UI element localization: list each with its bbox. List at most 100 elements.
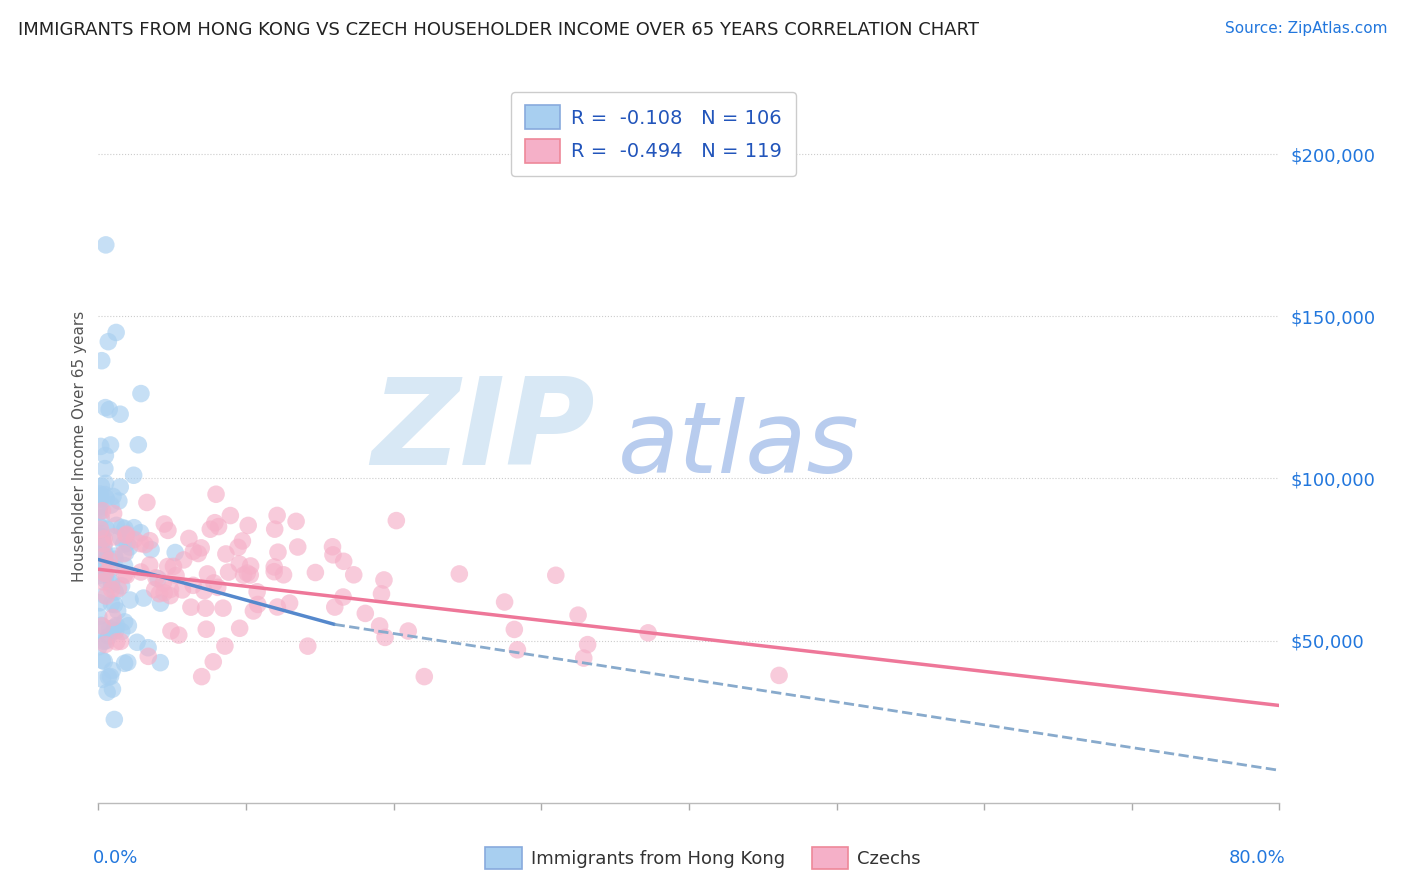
Point [100, 669, 122, 683]
Point [177, 532, 200, 546]
Point [112, 537, 135, 551]
Point [110, 480, 132, 494]
Point [96, 685, 118, 699]
Text: 0.0%: 0.0% [93, 849, 138, 867]
Point [97, 334, 120, 349]
Point [156, 524, 179, 538]
Point [107, 582, 129, 596]
Point [104, 624, 127, 638]
Point [90, 353, 112, 368]
Point [93, 567, 115, 582]
Point [89, 500, 111, 514]
Point [165, 568, 187, 582]
Point [87, 505, 110, 519]
Point [89, 555, 111, 569]
Point [94, 554, 117, 568]
Point [87, 609, 110, 624]
Point [87, 502, 110, 516]
Point [104, 552, 127, 566]
Point [100, 498, 122, 512]
Point [96, 522, 118, 536]
Point [100, 597, 122, 611]
Point [239, 558, 262, 573]
Point [94, 238, 117, 252]
Point [165, 545, 187, 559]
Point [205, 487, 228, 501]
Point [90, 479, 112, 493]
Point [449, 566, 471, 581]
Point [160, 624, 183, 638]
Point [96, 491, 118, 506]
Point [105, 618, 128, 632]
Point [91, 548, 114, 562]
Point [544, 568, 567, 582]
Point [637, 625, 659, 640]
Point [200, 522, 222, 536]
Point [91, 619, 114, 633]
Point [385, 514, 408, 528]
Point [90, 618, 112, 632]
Point [567, 608, 589, 623]
Point [332, 554, 354, 568]
Point [94, 566, 117, 581]
Point [263, 560, 285, 574]
Point [94, 488, 117, 502]
Point [180, 600, 202, 615]
Point [104, 585, 127, 599]
Point [278, 596, 301, 610]
Point [190, 670, 212, 684]
Point [152, 575, 174, 590]
Point [181, 578, 204, 592]
Point [93, 588, 115, 602]
Point [267, 545, 290, 559]
Point [246, 598, 269, 612]
Point [107, 604, 129, 618]
Point [112, 547, 135, 561]
Point [370, 587, 392, 601]
Point [101, 664, 124, 678]
Point [114, 615, 136, 629]
Point [287, 540, 309, 554]
Point [118, 540, 141, 554]
Point [96, 589, 118, 603]
Text: atlas: atlas [619, 398, 859, 494]
Point [129, 386, 152, 401]
Point [97, 629, 120, 643]
Point [125, 635, 148, 649]
Point [114, 558, 136, 573]
Point [215, 547, 238, 561]
Point [413, 670, 436, 684]
Point [231, 533, 253, 548]
Text: Source: ZipAtlas.com: Source: ZipAtlas.com [1225, 21, 1388, 37]
Point [87, 529, 110, 543]
Point [110, 531, 132, 545]
Point [374, 631, 396, 645]
Point [103, 713, 125, 727]
Point [368, 619, 391, 633]
Point [172, 582, 194, 597]
Point [181, 544, 204, 558]
Point [202, 576, 225, 591]
Point [90, 489, 112, 503]
Point [115, 568, 138, 582]
Point [94, 546, 117, 560]
Point [93, 559, 115, 574]
Point [226, 541, 249, 555]
Point [91, 673, 114, 687]
Point [153, 516, 176, 531]
Point [90, 522, 112, 536]
Point [89, 533, 111, 547]
Point [94, 461, 117, 475]
Point [93, 539, 115, 553]
Point [94, 638, 117, 652]
Point [115, 536, 138, 550]
Point [103, 507, 125, 521]
Point [149, 596, 172, 610]
Point [323, 600, 346, 615]
Legend: Immigrants from Hong Kong, Czechs: Immigrants from Hong Kong, Czechs [478, 839, 928, 876]
Point [373, 573, 395, 587]
Point [162, 559, 184, 574]
Point [91, 534, 114, 549]
Point [228, 557, 250, 571]
Point [134, 538, 156, 552]
